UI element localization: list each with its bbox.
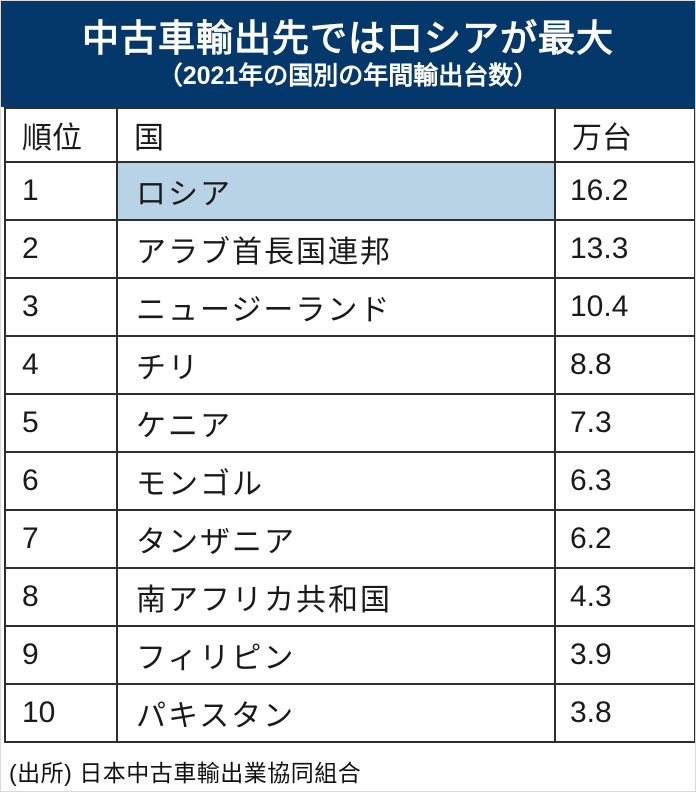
table-row: 10 パキスタン 3.8 <box>4 683 695 743</box>
table-row: 7 タンザニア 6.2 <box>4 509 695 569</box>
rank-cell: 10 <box>4 683 118 743</box>
column-header-rank: 順位 <box>4 107 118 163</box>
table-row: 8 南アフリカ共和国 4.3 <box>4 567 695 627</box>
country-cell: パキスタン <box>116 683 556 743</box>
table-row: 2 アラブ首長国連邦 13.3 <box>4 219 695 279</box>
country-cell: タンザニア <box>116 509 556 569</box>
value-cell: 6.2 <box>554 509 695 569</box>
country-cell: チリ <box>116 335 556 395</box>
value-cell: 10.4 <box>554 277 695 337</box>
header-banner: 中古車輸出先ではロシアが最大 （2021年の国別の年間輸出台数） <box>1 1 695 107</box>
table-row: 5 ケニア 7.3 <box>4 393 695 453</box>
rank-cell: 1 <box>4 161 118 221</box>
rank-cell: 2 <box>4 219 118 279</box>
value-cell: 3.9 <box>554 625 695 685</box>
column-header-country: 国 <box>116 107 556 163</box>
table-row: 9 フィリピン 3.9 <box>4 625 695 685</box>
rank-cell: 7 <box>4 509 118 569</box>
value-cell: 6.3 <box>554 451 695 511</box>
country-cell: ニュージーランド <box>116 277 556 337</box>
table-row: 6 モンゴル 6.3 <box>4 451 695 511</box>
column-header-value: 万台 <box>554 107 695 163</box>
rank-cell: 3 <box>4 277 118 337</box>
country-cell: 南アフリカ共和国 <box>116 567 556 627</box>
country-cell: モンゴル <box>116 451 556 511</box>
rank-cell: 9 <box>4 625 118 685</box>
rank-cell: 5 <box>4 393 118 453</box>
country-cell: ケニア <box>116 393 556 453</box>
rank-cell: 8 <box>4 567 118 627</box>
value-cell: 4.3 <box>554 567 695 627</box>
table-header-row: 順位 国 万台 <box>4 107 695 163</box>
table-row: 1 ロシア 16.2 <box>4 161 695 221</box>
value-cell: 8.8 <box>554 335 695 395</box>
table-row: 3 ニュージーランド 10.4 <box>4 277 695 337</box>
source-note: (出所) 日本中古車輸出業協同組合 <box>9 760 362 786</box>
value-cell: 3.8 <box>554 683 695 743</box>
chart-title: 中古車輸出先ではロシアが最大 <box>82 17 614 59</box>
table-row: 4 チリ 8.8 <box>4 335 695 395</box>
value-cell: 13.3 <box>554 219 695 279</box>
ranking-table: 順位 国 万台 1 ロシア 16.2 2 アラブ首長国連邦 13.3 3 ニュー… <box>4 107 695 743</box>
rank-cell: 6 <box>4 451 118 511</box>
country-cell: アラブ首長国連邦 <box>116 219 556 279</box>
value-cell: 16.2 <box>554 161 695 221</box>
value-cell: 7.3 <box>554 393 695 453</box>
chart-subtitle: （2021年の国別の年間輸出台数） <box>157 61 539 90</box>
country-cell: フィリピン <box>116 625 556 685</box>
country-cell: ロシア <box>116 161 556 221</box>
rank-cell: 4 <box>4 335 118 395</box>
